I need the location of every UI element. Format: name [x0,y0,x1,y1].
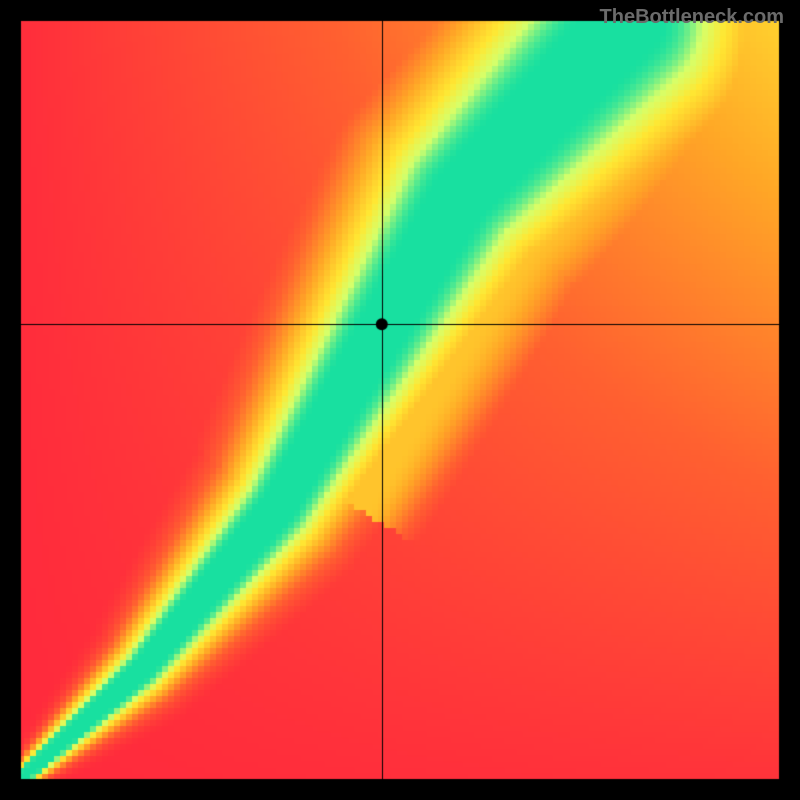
heatmap-canvas [0,0,800,800]
watermark-text: TheBottleneck.com [600,6,784,28]
watermark: TheBottleneck.com [600,6,784,29]
chart-container: TheBottleneck.com [0,0,800,800]
